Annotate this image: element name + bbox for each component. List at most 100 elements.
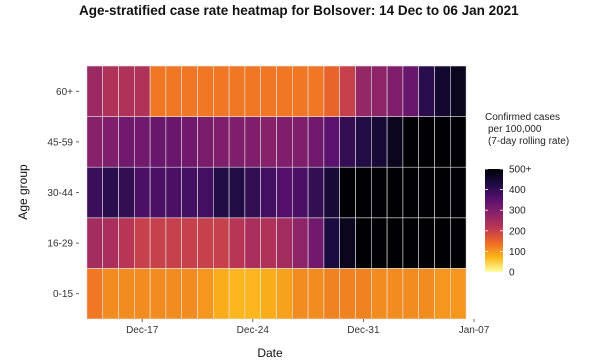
- heatmap-cell: [323, 116, 340, 168]
- heatmap-cell: [244, 116, 261, 168]
- heatmap-cell: [86, 166, 104, 219]
- heatmap-cell: [213, 268, 230, 320]
- heatmap-cell: [434, 268, 451, 320]
- heatmap-cell: [386, 268, 404, 320]
- heatmap-cell: [213, 217, 230, 269]
- heatmap-cell: [165, 217, 182, 269]
- chart-title: Age-stratified case rate heatmap for Bol…: [79, 3, 519, 18]
- heatmap-cell: [370, 166, 388, 219]
- heatmap-cell: [118, 116, 135, 168]
- heatmap-cell: [307, 65, 325, 117]
- heatmap-cell: [370, 116, 388, 168]
- heatmap-cell: [339, 217, 356, 269]
- heatmap-cell: [181, 65, 198, 117]
- heatmap-cell: [102, 65, 119, 117]
- heatmap-cell: [197, 268, 214, 320]
- heatmap-cell: [149, 166, 167, 219]
- heatmap-cell: [386, 116, 404, 168]
- heatmap-cell: [181, 116, 198, 168]
- heatmap-cell: [260, 65, 277, 117]
- heatmap-cell: [260, 166, 277, 219]
- heatmap-cell: [228, 65, 246, 117]
- heatmap-cell: [118, 217, 135, 269]
- heatmap-cell: [102, 217, 119, 269]
- heatmap-cell: [307, 268, 325, 320]
- heatmap-cell: [386, 217, 404, 269]
- heatmap-cell: [449, 116, 467, 168]
- heatmap-cell: [165, 166, 182, 219]
- legend-tick-label: 300: [509, 206, 526, 217]
- heatmap-cell: [244, 166, 261, 219]
- x-axis-title: Date: [257, 346, 283, 360]
- heatmap-cell: [386, 166, 404, 219]
- heatmap-cell: [260, 217, 277, 269]
- heatmap-cell: [355, 116, 372, 168]
- x-tick-label: Dec-24: [237, 325, 270, 336]
- legend-tick-label: 500+: [509, 165, 532, 176]
- heatmap-cell: [165, 116, 182, 168]
- heatmap-cell: [339, 166, 356, 219]
- heatmap-cell: [102, 268, 119, 320]
- heatmap-cell: [307, 116, 325, 168]
- heatmap-cell: [228, 268, 246, 320]
- heatmap-cell: [213, 65, 230, 117]
- heatmap-cell: [323, 65, 340, 117]
- heatmap-cell: [418, 166, 435, 219]
- heatmap-cell: [323, 166, 340, 219]
- heatmap-cell: [434, 116, 451, 168]
- heatmap-cell: [181, 268, 198, 320]
- heatmap-cell: [276, 268, 293, 320]
- heatmap-cell: [260, 268, 277, 320]
- heatmap-cell: [291, 116, 309, 168]
- legend-colorbar: [485, 169, 503, 272]
- heatmap-cell: [149, 268, 167, 320]
- heatmap-cell: [307, 166, 325, 219]
- heatmap-cell: [213, 116, 230, 168]
- heatmap-cell: [228, 217, 246, 269]
- heatmap-cell: [197, 166, 214, 219]
- y-axis: 0-15 16-29 30-44 45-59 60+: [47, 87, 79, 300]
- heatmap-cell: [418, 65, 435, 117]
- heatmap-cell: [402, 217, 419, 269]
- heatmap-cell: [402, 65, 419, 117]
- heatmap-cell: [102, 116, 119, 168]
- y-tick-label: 16-29: [47, 239, 73, 250]
- heatmap-cell: [165, 65, 182, 117]
- heatmap-cell: [355, 217, 372, 269]
- legend-title-line: (7-day rolling rate): [488, 136, 569, 147]
- heatmap-cell: [418, 217, 435, 269]
- heatmap-cells: [86, 65, 467, 320]
- heatmap-cell: [86, 268, 104, 320]
- legend-title-line: per 100,000: [488, 124, 542, 135]
- heatmap-cell: [291, 166, 309, 219]
- heatmap-cell: [228, 166, 246, 219]
- heatmap-cell: [276, 116, 293, 168]
- heatmap-cell: [355, 166, 372, 219]
- heatmap-cell: [181, 166, 198, 219]
- legend-tick-label: 100: [509, 247, 526, 258]
- heatmap-cell: [449, 166, 467, 219]
- heatmap-cell: [118, 166, 135, 219]
- heatmap-cell: [181, 217, 198, 269]
- heatmap-cell: [418, 116, 435, 168]
- heatmap-cell: [118, 268, 135, 320]
- heatmap-cell: [197, 116, 214, 168]
- heatmap-cell: [339, 268, 356, 320]
- heatmap-cell: [197, 217, 214, 269]
- x-tick-label: Jan-07: [459, 325, 490, 336]
- heatmap-cell: [165, 268, 182, 320]
- heatmap-cell: [291, 268, 309, 320]
- heatmap-cell: [323, 268, 340, 320]
- heatmap-cell: [402, 116, 419, 168]
- heatmap-cell: [134, 65, 151, 117]
- heatmap-cell: [291, 65, 309, 117]
- heatmap-cell: [149, 217, 167, 269]
- heatmap-cell: [228, 116, 246, 168]
- heatmap-cell: [370, 268, 388, 320]
- heatmap-cell: [244, 268, 261, 320]
- heatmap-cell: [355, 268, 372, 320]
- heatmap-cell: [339, 116, 356, 168]
- heatmap-cell: [244, 65, 261, 117]
- heatmap-cell: [102, 166, 119, 219]
